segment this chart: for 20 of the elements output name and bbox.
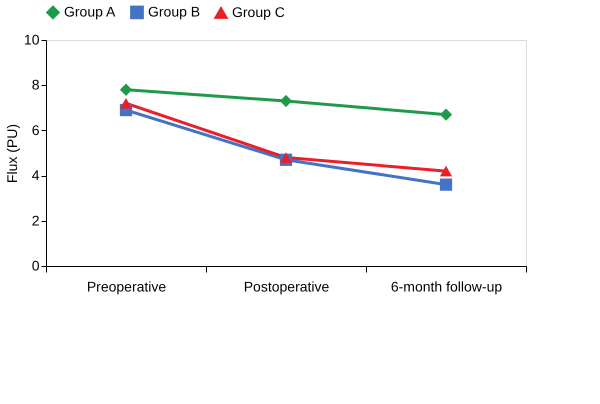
point: [280, 152, 292, 163]
y-axis-title: Flux (PU): [4, 124, 20, 184]
y-tick-label: 4: [32, 167, 40, 184]
y-tick-label: 0: [32, 258, 40, 274]
legend-label: Group C: [232, 4, 285, 20]
point: [440, 178, 452, 191]
x-tick-label: Postoperative: [244, 278, 330, 294]
point: [120, 98, 132, 109]
x-tick-label: Preoperative: [86, 278, 166, 294]
y-tick-label: 2: [32, 212, 40, 228]
legend-label: Group B: [148, 3, 200, 20]
point: [120, 84, 132, 96]
x-tick-label: 6-month follow-up: [390, 278, 502, 294]
point: [280, 94, 292, 108]
y-tick-label: 8: [32, 76, 40, 93]
y-tick-label: 6: [32, 122, 40, 138]
point: [440, 166, 452, 176]
point: [440, 108, 452, 121]
y-tick-label: 10: [24, 32, 40, 48]
legend-label: Group A: [64, 3, 116, 20]
